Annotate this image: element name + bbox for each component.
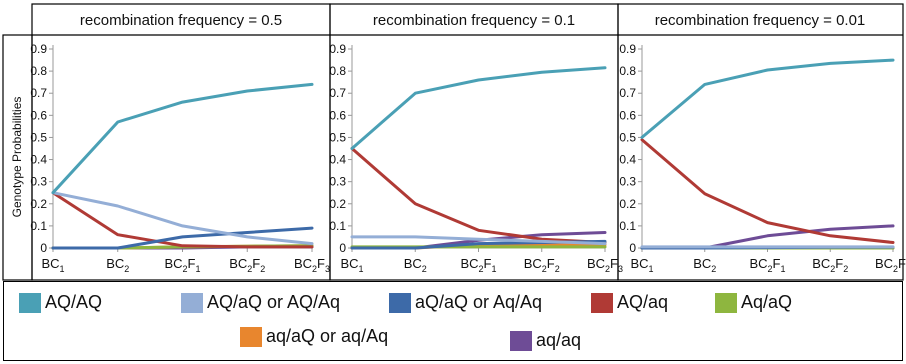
- series-line-aq-aq-or-aq-aq: [350, 235, 607, 246]
- x-tick-label: BC2: [106, 256, 129, 274]
- y-tick-label: 0.4: [30, 153, 47, 167]
- series-line-aq-aq: [640, 138, 895, 244]
- legend: AQ/AQ AQ/aQ or AQ/Aq aQ/aQ or Aq/Aq AQ/a…: [3, 281, 903, 361]
- series-line-aq-aq-or-aq-aq: [51, 191, 314, 246]
- legend-swatch: [591, 292, 613, 313]
- panel-frame-3: [617, 3, 904, 281]
- legend-label: AQ/aQ or AQ/Aq: [207, 292, 341, 312]
- legend-item-aqaq-het: AQ/aq: [591, 292, 668, 313]
- y-tick-label: 0: [629, 241, 636, 255]
- legend-swatch: [240, 326, 262, 347]
- y-axis-label: Genotype Probabilities: [10, 97, 24, 218]
- legend-label: AQ/AQ: [45, 292, 103, 312]
- x-tick-label: BC1: [41, 256, 64, 274]
- x-tick-label: BC2F1: [460, 256, 496, 274]
- legend-item-aqaq-recessive: aq/aq: [510, 330, 581, 351]
- y-tick-label: 0.1: [329, 219, 346, 233]
- y-tick-label: 0.6: [30, 108, 47, 122]
- legend-swatch: [181, 292, 203, 313]
- y-tick-label: 0.5: [30, 130, 47, 144]
- x-tick-label: BC1: [340, 256, 363, 274]
- y-tick-label: 0.1: [619, 219, 636, 233]
- legend-label: Aq/aQ: [741, 292, 793, 312]
- plot-panel-3: 0 0.1 0.2 0.3 0.4 0.5 0.6 0.7 0.8 0.9 BC1 BC2 BC2F1 B…: [619, 42, 906, 274]
- series-line-aq-aq-or-aq-aq: [51, 226, 314, 250]
- legend-item-aqaq-homo: AQ/AQ: [19, 292, 102, 313]
- x-tick-label: BC2F3: [294, 256, 330, 274]
- y-tick-label: 0.7: [329, 86, 346, 100]
- x-tick-label: BC1: [630, 256, 653, 274]
- x-tick-label: BC2: [404, 256, 427, 274]
- y-tick-label: 0.7: [30, 86, 47, 100]
- y-tick-label: 0.2: [619, 197, 636, 211]
- panel-title-1: recombination frequency = 0.5: [80, 12, 282, 29]
- panel-title-3: recombination frequency = 0.01: [655, 12, 866, 29]
- legend-item-aq-homo-or: aQ/aQ or Aq/Aq: [389, 292, 542, 313]
- legend-item-aq-aq-or: AQ/aQ or AQ/Aq: [181, 292, 340, 313]
- y-tick-label: 0.1: [30, 219, 47, 233]
- series-line-aq-aq: [640, 58, 895, 139]
- legend-label: aq/aQ or aq/Aq: [266, 326, 389, 346]
- y-tick-label: 0.4: [619, 153, 636, 167]
- series-line-aq-aq: [640, 224, 895, 250]
- x-tick-label: BC2: [693, 256, 716, 274]
- y-tick-label: 0.2: [30, 197, 47, 211]
- legend-label: aQ/aQ or Aq/Aq: [415, 292, 543, 312]
- x-tick-label: BC2F2: [812, 256, 848, 274]
- x-tick-label: BC2F1: [749, 256, 785, 274]
- legend-item-aq-aq: Aq/aQ: [715, 292, 792, 313]
- y-tick-label: 0.8: [329, 64, 346, 78]
- plot-panel-2: 0 0.1 0.2 0.3 0.4 0.5 0.6 0.7 0.8 0.9 BC1 BC2 BC2F1 B…: [329, 42, 623, 274]
- y-tick-label: 0.9: [619, 42, 636, 56]
- y-tick-label: 0: [339, 241, 346, 255]
- series-line-aq-aq: [350, 147, 607, 244]
- legend-swatch: [510, 330, 532, 351]
- legend-label: AQ/aq: [617, 292, 669, 312]
- x-tick-label: BC2F2: [229, 256, 265, 274]
- legend-swatch: [715, 292, 737, 313]
- panel-title-2: recombination frequency = 0.1: [373, 12, 575, 29]
- y-tick-label: 0.3: [619, 175, 636, 189]
- series-line-aq-aq: [51, 191, 314, 249]
- y-tick-label: 0.9: [329, 42, 346, 56]
- x-tick-label: BC2F1: [164, 256, 200, 274]
- legend-swatch: [389, 292, 411, 313]
- legend-label: aq/aq: [536, 330, 582, 350]
- x-tick-label: BC2F2: [524, 256, 560, 274]
- x-tick-label: BC2F3: [875, 256, 906, 274]
- plot-panel-1: 0 0.1 0.2 0.3 0.4 0.5 0.6 0.7 0.8 0.9 BC1 BC2 BC2F1 B…: [30, 42, 330, 274]
- y-tick-label: 0.4: [329, 153, 346, 167]
- y-tick-label: 0.2: [329, 197, 346, 211]
- legend-swatch: [19, 292, 41, 313]
- y-tick-label: 0.8: [619, 64, 636, 78]
- ylabel-box: [2, 34, 33, 281]
- y-tick-label: 0.7: [619, 86, 636, 100]
- x-tick-label: BC2F3: [587, 256, 623, 274]
- series-line-aq-aq: [51, 82, 314, 195]
- y-tick-label: 0.8: [30, 64, 47, 78]
- y-tick-label: 0.6: [329, 108, 346, 122]
- y-tick-label: 0.5: [329, 130, 346, 144]
- legend-item-aq-aq-or-aq: aq/aQ or aq/Aq: [240, 326, 388, 347]
- y-tick-label: 0.3: [30, 175, 47, 189]
- series-line-aq-aq: [350, 66, 607, 150]
- y-tick-label: 0.3: [329, 175, 346, 189]
- y-tick-label: 0: [40, 241, 47, 255]
- y-tick-label: 0.9: [30, 42, 47, 56]
- y-tick-label: 0.6: [619, 108, 636, 122]
- y-tick-label: 0.5: [619, 130, 636, 144]
